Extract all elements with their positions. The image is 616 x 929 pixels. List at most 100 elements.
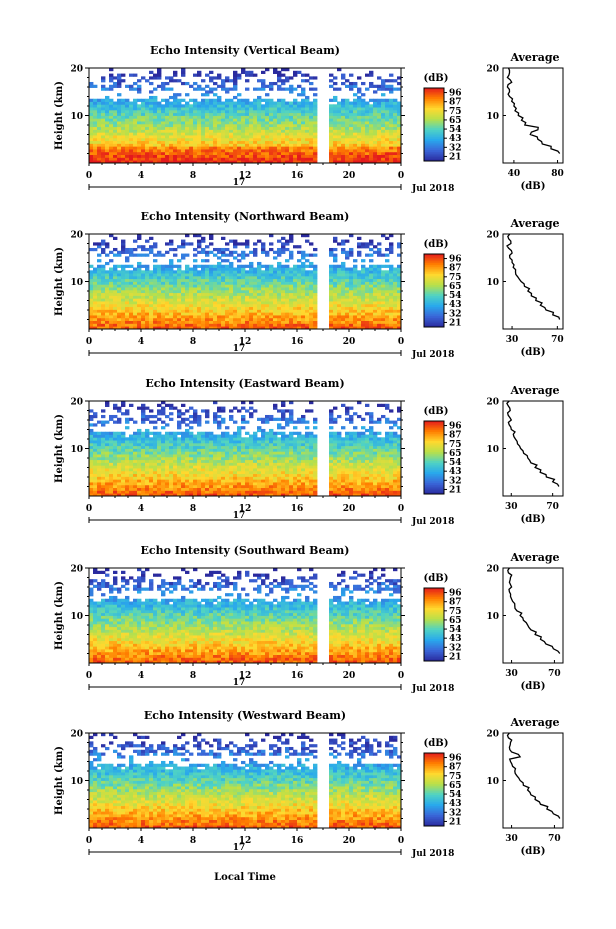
heatmap-cell bbox=[89, 137, 94, 142]
heatmap-cell bbox=[133, 298, 138, 302]
heatmap-cell bbox=[237, 298, 242, 302]
heatmap-cell bbox=[181, 149, 186, 153]
heatmap-cell bbox=[301, 126, 306, 130]
heatmap-cell bbox=[293, 101, 298, 105]
heatmap-cell bbox=[297, 490, 302, 494]
heatmap-cell bbox=[273, 484, 278, 489]
heatmap-cell bbox=[281, 323, 286, 327]
heatmap-cell bbox=[309, 149, 314, 153]
heatmap-cell bbox=[125, 250, 130, 254]
heatmap-cell bbox=[257, 468, 262, 472]
heatmap-cell bbox=[261, 487, 266, 491]
heatmap-cell bbox=[193, 154, 198, 158]
heatmap-cell bbox=[285, 151, 290, 156]
heatmap-cell bbox=[201, 101, 206, 105]
date-label: Jul 2018 bbox=[411, 350, 454, 360]
heatmap-cell bbox=[133, 73, 138, 77]
heatmap-cell bbox=[153, 154, 158, 158]
heatmap-cell bbox=[385, 101, 390, 105]
heatmap-cell bbox=[109, 270, 114, 274]
heatmap-cell bbox=[397, 126, 402, 130]
heatmap-cell bbox=[253, 479, 258, 483]
heatmap-cell bbox=[293, 326, 298, 330]
heatmap-cell bbox=[93, 273, 98, 277]
heatmap-cell bbox=[121, 250, 126, 254]
heatmap-cell bbox=[305, 143, 310, 147]
heatmap-cell bbox=[257, 309, 262, 313]
heatmap-cell bbox=[361, 101, 366, 105]
heatmap-cell bbox=[353, 151, 358, 156]
heatmap-cell bbox=[113, 490, 118, 494]
heatmap-cell bbox=[353, 479, 358, 483]
heatmap-cell bbox=[241, 151, 246, 156]
heatmap-cell bbox=[173, 315, 178, 319]
heatmap-cell bbox=[381, 123, 386, 128]
heatmap-cell bbox=[109, 129, 114, 133]
heatmap-cell bbox=[201, 146, 206, 150]
heatmap-cell bbox=[241, 143, 246, 147]
heatmap-cell bbox=[197, 151, 202, 156]
heatmap-cell bbox=[153, 323, 158, 327]
heatmap-cell bbox=[153, 149, 158, 153]
heatmap-cell bbox=[93, 490, 98, 494]
heatmap-cell bbox=[213, 112, 218, 116]
heatmap-cell bbox=[213, 151, 218, 156]
heatmap-cell bbox=[173, 132, 178, 136]
heatmap-cell bbox=[373, 250, 378, 254]
heatmap-cell bbox=[393, 275, 398, 280]
heatmap-cell bbox=[373, 487, 378, 491]
heatmap-cell bbox=[177, 320, 182, 324]
heatmap-cell bbox=[297, 121, 302, 125]
heatmap-cell bbox=[353, 317, 358, 322]
heatmap-cell bbox=[177, 151, 182, 156]
heatmap-cell bbox=[117, 143, 122, 147]
heatmap-cell bbox=[193, 234, 198, 238]
heatmap-cell bbox=[309, 160, 314, 164]
heatmap-cell bbox=[369, 326, 374, 330]
heatmap-cell bbox=[305, 281, 310, 285]
heatmap-cell bbox=[153, 301, 158, 305]
heatmap-cell bbox=[237, 118, 242, 122]
heatmap-cell bbox=[185, 234, 190, 238]
heatmap-cell bbox=[377, 149, 382, 153]
heatmap-cell bbox=[205, 93, 210, 97]
heatmap-cell bbox=[157, 295, 162, 299]
heatmap-cell bbox=[129, 273, 134, 277]
heatmap-cell bbox=[117, 278, 122, 282]
heatmap-cell bbox=[353, 275, 358, 280]
heatmap-cell bbox=[285, 140, 290, 144]
heatmap-cell bbox=[345, 135, 350, 139]
heatmap-cell bbox=[205, 157, 210, 161]
heatmap-cell bbox=[309, 118, 314, 122]
heatmap-cell bbox=[177, 465, 182, 469]
heatmap-cell bbox=[345, 320, 350, 324]
heatmap-cell bbox=[117, 484, 122, 489]
heatmap-cell bbox=[137, 287, 142, 291]
heatmap-cell bbox=[237, 267, 242, 271]
heatmap-cell bbox=[105, 242, 110, 246]
heatmap-cell bbox=[145, 115, 150, 119]
heatmap-cell bbox=[369, 301, 374, 305]
heatmap-cell bbox=[125, 278, 130, 282]
heatmap-cell bbox=[241, 123, 246, 128]
heatmap-cell bbox=[313, 146, 318, 150]
heatmap-cell bbox=[393, 484, 398, 489]
heatmap-cell bbox=[145, 98, 150, 102]
heatmap-cell bbox=[305, 112, 310, 116]
heatmap-cell bbox=[233, 278, 238, 282]
heatmap-cell bbox=[313, 140, 318, 144]
heatmap-cell bbox=[201, 490, 206, 494]
heatmap-cell bbox=[117, 473, 122, 477]
heatmap-cell bbox=[345, 281, 350, 285]
heatmap-cell bbox=[237, 320, 242, 324]
heatmap-cell bbox=[273, 137, 278, 142]
colorbar-segment bbox=[424, 100, 444, 104]
heatmap-cell bbox=[357, 151, 362, 156]
heatmap-cell bbox=[393, 146, 398, 150]
heatmap-cell bbox=[397, 109, 402, 114]
heatmap-cell bbox=[221, 275, 226, 280]
heatmap-cell bbox=[201, 264, 206, 268]
heatmap-cell bbox=[137, 292, 142, 296]
heatmap-cell bbox=[305, 470, 310, 475]
heatmap-cell bbox=[177, 135, 182, 139]
